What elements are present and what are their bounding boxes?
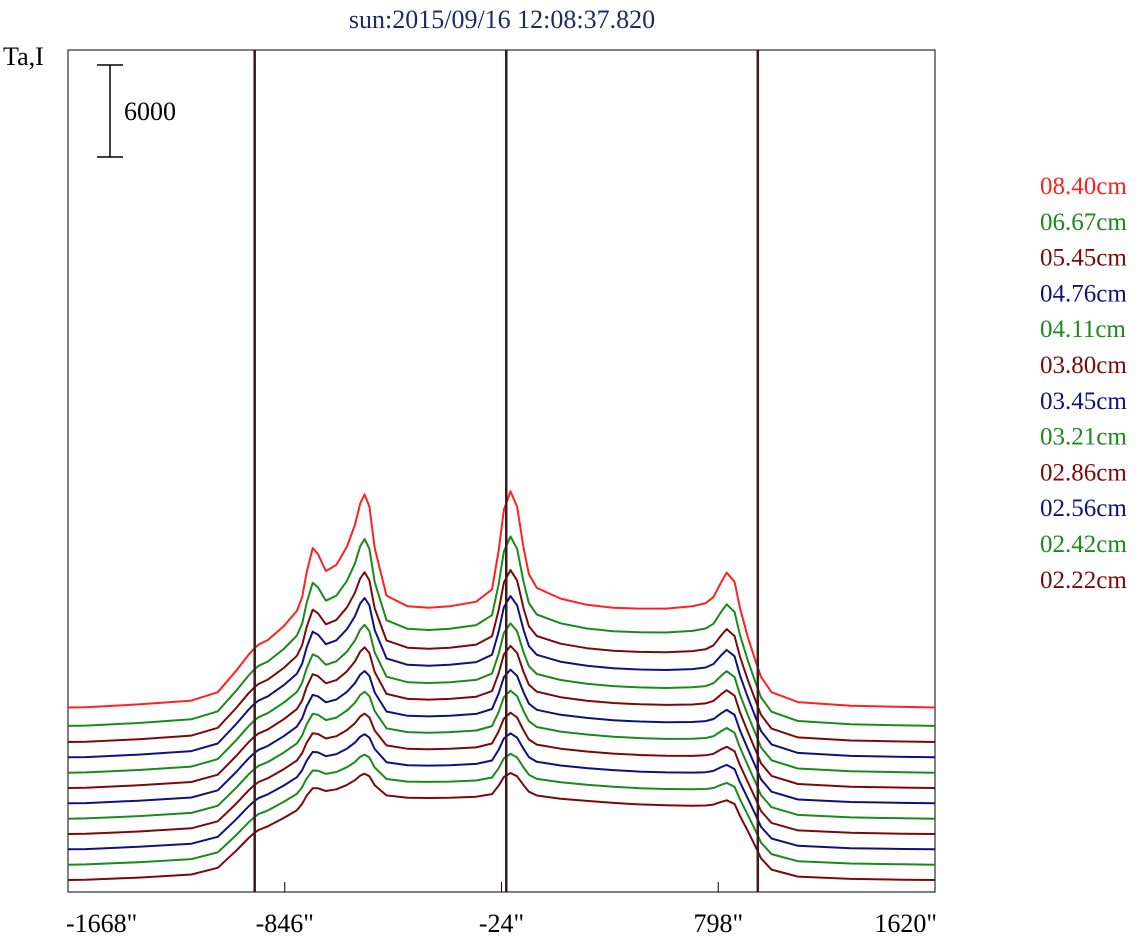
- legend-entry-05-45cm: 05.45cm: [1040, 245, 1127, 272]
- legend-entry-02-22cm: 02.22cm: [1040, 567, 1127, 594]
- x-tick-label: -1668": [66, 909, 137, 938]
- legend-entry-02-86cm: 02.86cm: [1040, 459, 1127, 486]
- chart-title: sun:2015/09/16 12:08:37.820: [349, 5, 655, 34]
- x-tick-label: 798": [693, 909, 743, 938]
- marker-lines: [253, 50, 760, 892]
- series-line-04-11cm: [67, 622, 936, 774]
- legend-entry-03-45cm: 03.45cm: [1040, 388, 1127, 415]
- legend-entry-08-40cm: 08.40cm: [1040, 173, 1127, 200]
- series-lines: [67, 490, 936, 881]
- series-line-06-67cm: [67, 535, 936, 727]
- series-line-02-42cm: [67, 752, 936, 866]
- series-line-03-21cm: [67, 689, 936, 820]
- series-line-03-80cm: [67, 644, 936, 789]
- series-line-03-45cm: [67, 668, 936, 805]
- x-axis-ticks: -1668" -846" -24" 798" 1620": [66, 882, 937, 938]
- scale-bar-label: 6000: [124, 97, 176, 126]
- legend-entry-02-56cm: 02.56cm: [1040, 495, 1127, 522]
- legend-entry-03-80cm: 03.80cm: [1040, 352, 1127, 379]
- y-axis-label: Ta,I: [3, 42, 44, 71]
- series-line-02-86cm: [67, 711, 936, 835]
- series-line-02-56cm: [67, 732, 936, 851]
- legend-entry-04-76cm: 04.76cm: [1040, 280, 1127, 307]
- scale-bar: 6000: [97, 64, 176, 158]
- x-tick-label: -846": [256, 909, 314, 938]
- series-line-04-76cm: [67, 595, 936, 759]
- legend-entry-04-11cm: 04.11cm: [1040, 316, 1126, 343]
- series-line-08-40cm: [67, 490, 936, 709]
- series-line-02-22cm: [67, 772, 936, 881]
- legend-entry-06-67cm: 06.67cm: [1040, 209, 1127, 236]
- legend: 08.40cm 06.67cm 05.45cm 04.76cm 04.11cm 03.80…: [1040, 173, 1127, 594]
- series-line-05-45cm: [67, 569, 936, 743]
- x-tick-label: 1620": [874, 909, 937, 938]
- legend-entry-02-42cm: 02.42cm: [1040, 531, 1127, 558]
- x-tick-label: -24": [479, 909, 524, 938]
- legend-entry-03-21cm: 03.21cm: [1040, 424, 1127, 451]
